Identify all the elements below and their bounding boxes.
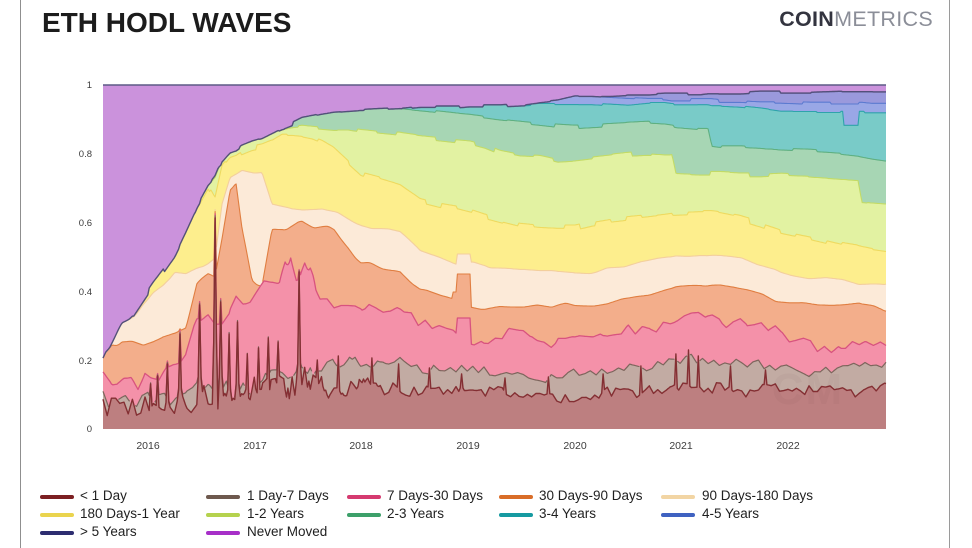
svg-text:CM: CM [772, 365, 844, 414]
